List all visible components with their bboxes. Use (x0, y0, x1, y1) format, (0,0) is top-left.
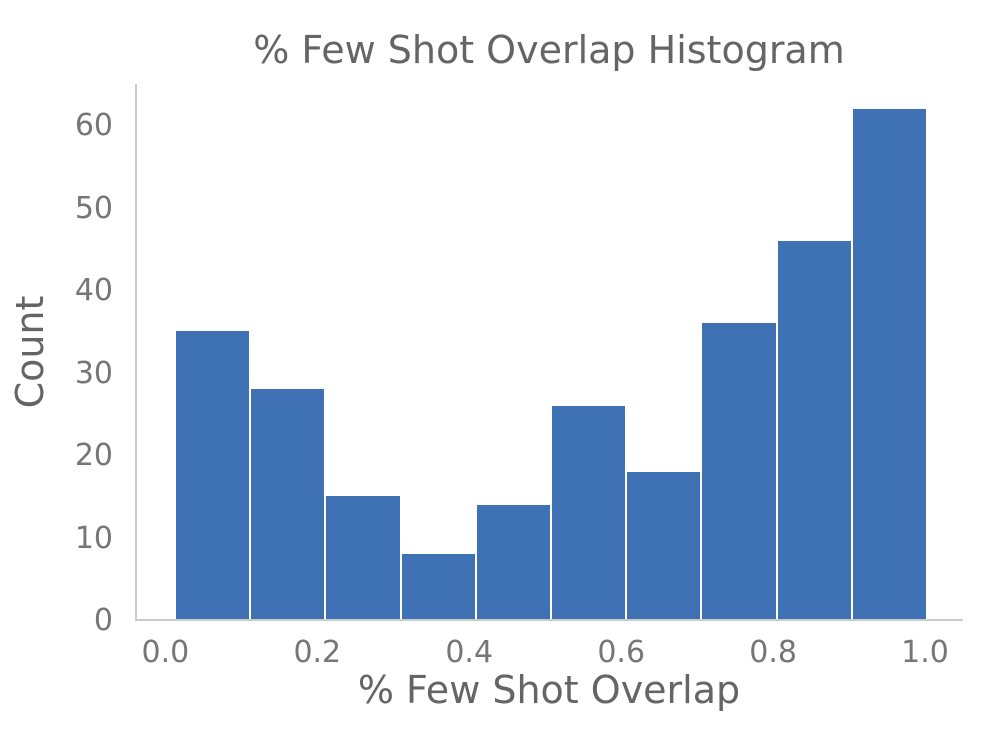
histogram-bar (175, 330, 251, 619)
histogram-bar (701, 322, 777, 619)
x-axis-label: % Few Shot Overlap (357, 668, 741, 712)
y-tick-label: 0 (93, 603, 113, 638)
x-tick-label: 0.6 (597, 635, 646, 670)
y-tick-label: 40 (74, 273, 113, 308)
histogram-bar (250, 388, 326, 619)
x-tick-label: 0.2 (293, 635, 342, 670)
histogram-bar (776, 239, 852, 619)
x-tick-label: 0.0 (141, 635, 190, 670)
y-tick-label: 10 (74, 520, 113, 556)
x-tick-label: 0.4 (445, 635, 494, 670)
chart-title: % Few Shot Overlap Histogram (253, 28, 845, 72)
y-tick-label: 60 (74, 108, 113, 144)
y-tick-label: 30 (74, 355, 113, 391)
y-axis-label: Count (8, 295, 52, 409)
y-tick-label: 20 (74, 438, 113, 473)
y-tick-label: 50 (74, 190, 113, 226)
histogram-bar (851, 107, 927, 619)
histogram-bar (400, 553, 476, 619)
histogram-bar (325, 495, 401, 619)
x-tick-label: 0.8 (749, 635, 797, 670)
histogram-bar (626, 470, 702, 619)
histogram-bar (475, 503, 551, 619)
histogram-bar (551, 404, 627, 619)
plot-area (135, 84, 963, 621)
x-tick-label: 1.0 (901, 635, 949, 670)
